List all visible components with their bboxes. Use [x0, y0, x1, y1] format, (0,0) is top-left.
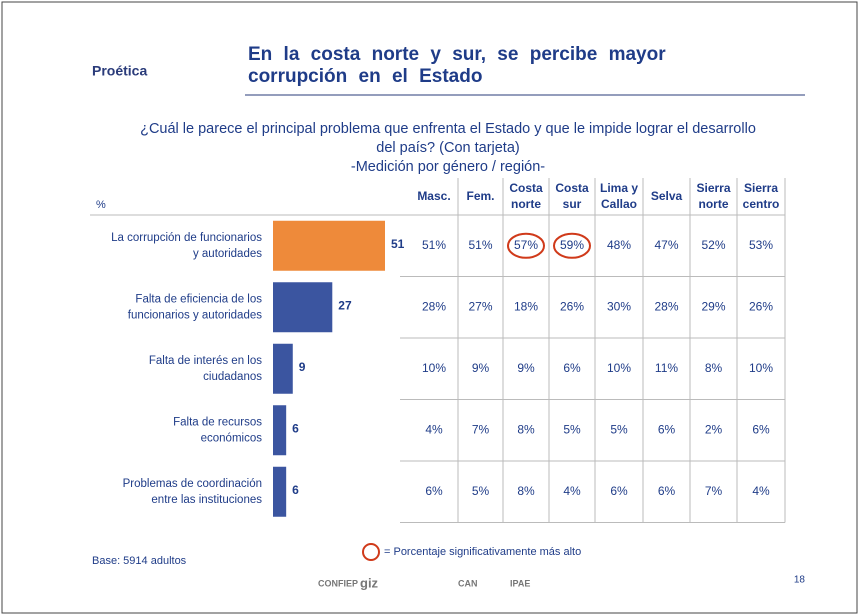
column-header: Masc. [417, 189, 450, 203]
cell: 53% [749, 238, 773, 252]
column-header: centro [743, 197, 780, 211]
column-header: Costa [509, 181, 543, 195]
cell: 6% [563, 361, 581, 375]
column-header: Fem. [466, 189, 494, 203]
cell: 10% [607, 361, 631, 375]
cell: 8% [517, 422, 535, 436]
row-label: Falta de interés en los [149, 355, 262, 367]
cell: 28% [654, 299, 678, 313]
cell: 18% [514, 299, 538, 313]
cell: 6% [752, 422, 770, 436]
column-header: Sierra [696, 181, 730, 195]
bar [273, 466, 287, 517]
row-label: La corrupción de funcionarios [111, 232, 262, 244]
cell: 28% [422, 299, 446, 313]
page-number: 18 [794, 575, 806, 586]
footer-logo: giz [360, 575, 379, 590]
legend-text: = Porcentaje significativamente más alto [384, 546, 581, 558]
cell: 10% [749, 361, 773, 375]
cell: 29% [701, 299, 725, 313]
column-header: norte [699, 197, 729, 211]
cell: 5% [472, 484, 490, 498]
bar-value: 6 [292, 421, 299, 435]
cell: 48% [607, 238, 631, 252]
column-header: sur [563, 197, 582, 211]
cell: 5% [563, 422, 581, 436]
footer-logo: IPAE [510, 578, 530, 588]
bar-value: 6 [292, 483, 299, 497]
cell: 8% [517, 484, 535, 498]
unit-label: % [96, 199, 106, 211]
cell: 30% [607, 299, 631, 313]
question: del país? (Con tarjeta) [376, 140, 519, 156]
column-header: Sierra [744, 181, 778, 195]
base-note: Base: 5914 adultos [92, 555, 187, 567]
column-header: Callao [601, 197, 637, 211]
column-header: Costa [555, 181, 589, 195]
cell: 4% [752, 484, 770, 498]
cell: 27% [468, 299, 492, 313]
cell: 26% [560, 299, 584, 313]
row-label: Falta de eficiencia de los [135, 293, 262, 305]
cell: 5% [610, 422, 628, 436]
row-label: entre las instituciones [151, 494, 262, 506]
row-label: económicos [201, 432, 263, 444]
cell: 8% [705, 361, 723, 375]
cell: 6% [610, 484, 628, 498]
cell: 51% [468, 238, 492, 252]
cell: 6% [658, 484, 676, 498]
footer-logo: CAN [458, 578, 478, 588]
cell: 4% [425, 422, 443, 436]
row-label: Problemas de coordinación [123, 478, 262, 490]
cell: 7% [705, 484, 723, 498]
legend-circle [362, 543, 380, 561]
row-label: Falta de recursos [173, 416, 262, 428]
cell: 9% [472, 361, 490, 375]
column-header: Lima y [600, 181, 638, 195]
cell: 9% [517, 361, 535, 375]
row-label: ciudadanos [203, 371, 262, 383]
title: corrupción en el Estado [248, 66, 482, 87]
highlight-circle [553, 232, 591, 259]
bar-value: 51 [391, 237, 405, 251]
logo: Proética [92, 63, 147, 79]
cell: 10% [422, 361, 446, 375]
cell: 2% [705, 422, 723, 436]
cell: 7% [472, 422, 490, 436]
bar [273, 220, 385, 271]
bar [273, 405, 287, 456]
cell: 59% [560, 238, 584, 252]
question: -Medición por género / región- [351, 159, 545, 175]
cell: 47% [654, 238, 678, 252]
bar-value: 27 [338, 298, 352, 312]
footer-logo: CONFIEP [318, 578, 358, 588]
cell: 51% [422, 238, 446, 252]
row-label: y autoridades [193, 248, 262, 260]
cell: 6% [658, 422, 676, 436]
column-header: norte [511, 197, 541, 211]
cell: 26% [749, 299, 773, 313]
cell: 57% [514, 238, 538, 252]
bar [273, 343, 293, 394]
cell: 52% [701, 238, 725, 252]
column-header: Selva [651, 189, 683, 203]
cell: 11% [655, 361, 678, 375]
highlight-circle [507, 232, 545, 259]
cell: 4% [563, 484, 581, 498]
title: En la costa norte y sur, se percibe mayo… [248, 44, 666, 65]
row-label: funcionarios y autoridades [128, 309, 262, 321]
bar [273, 282, 333, 333]
cell: 6% [425, 484, 443, 498]
question: ¿Cuál le parece el principal problema qu… [140, 121, 756, 137]
bar-value: 9 [299, 360, 306, 374]
